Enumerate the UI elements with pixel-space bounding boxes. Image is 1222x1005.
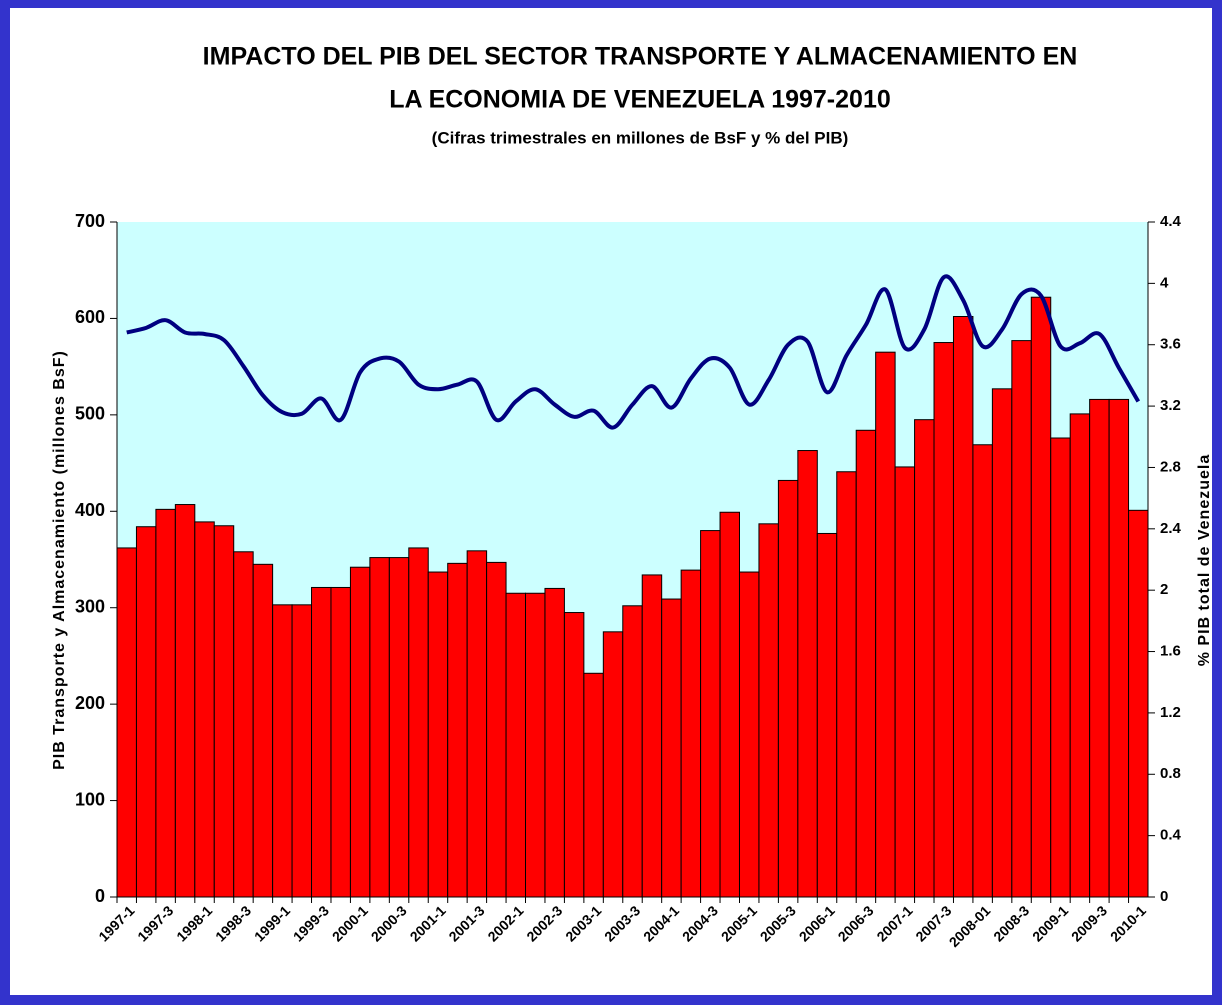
y2-tick-label: 3.2 <box>1160 397 1181 414</box>
bar <box>583 672 604 898</box>
bar <box>486 561 507 898</box>
bar <box>622 605 643 898</box>
bar <box>602 631 624 898</box>
bar <box>700 530 721 898</box>
bar <box>875 351 896 898</box>
y2-tick-label: 0.4 <box>1160 827 1182 844</box>
bar <box>1128 509 1149 898</box>
y2-tick-label: 1.6 <box>1160 643 1181 660</box>
bar <box>349 566 371 898</box>
chart-title: IMPACTO DEL PIB DEL SECTOR TRANSPORTE Y … <box>203 43 1078 71</box>
y-tick-label: 600 <box>75 307 105 327</box>
bar <box>855 429 877 898</box>
bar <box>1108 398 1130 898</box>
y-tick-label: 0 <box>95 886 105 906</box>
bar <box>388 557 410 898</box>
bar <box>233 551 254 898</box>
bar <box>836 471 857 898</box>
bar <box>563 612 585 898</box>
bar <box>1069 413 1091 898</box>
bar <box>933 342 954 898</box>
bar <box>680 569 702 898</box>
line <box>126 274 1141 430</box>
bar <box>135 526 157 898</box>
y2-tick-label: 4.4 <box>1160 213 1182 230</box>
bar <box>369 557 390 898</box>
bar <box>174 504 196 898</box>
y-tick-label: 200 <box>75 693 105 713</box>
y-tick-label: 500 <box>75 404 105 424</box>
bar <box>525 592 546 898</box>
bar <box>544 587 565 898</box>
bar <box>408 547 429 898</box>
bar <box>1089 398 1110 898</box>
bar <box>661 598 682 898</box>
bar <box>816 532 838 898</box>
y2-tick-label: 4 <box>1160 274 1169 291</box>
bar <box>1011 340 1032 898</box>
bar <box>1030 296 1052 898</box>
bar <box>311 586 332 898</box>
bar <box>1050 437 1071 898</box>
y2-tick-label: 2.4 <box>1160 520 1182 537</box>
bar <box>797 450 818 898</box>
bar <box>252 563 274 898</box>
y2-tick-label: 3.6 <box>1160 336 1181 353</box>
bar <box>972 444 993 898</box>
bar <box>894 466 916 898</box>
bar <box>272 604 293 898</box>
chart-title: LA ECONOMIA DE VENEZUELA 1997-2010 <box>389 86 891 114</box>
bar <box>738 571 760 898</box>
chart-subtitle: (Cifras trimestrales en millones de BsF … <box>432 128 849 147</box>
bar <box>427 571 449 898</box>
y-tick-label: 100 <box>75 789 105 809</box>
bar <box>952 316 974 898</box>
bar <box>641 574 663 898</box>
y2-tick-label: 2.8 <box>1160 458 1181 475</box>
bar <box>758 523 779 898</box>
y2-tick-label: 0 <box>1160 888 1168 905</box>
y-axis-label: PIB Transporte y Almacenamiento (millone… <box>51 350 68 770</box>
bar <box>213 525 235 898</box>
bar <box>466 550 488 898</box>
bar <box>447 562 468 898</box>
y-tick-label: 400 <box>75 500 105 520</box>
bar <box>155 508 176 898</box>
bar <box>291 604 313 898</box>
y2-axis-label: % PIB total de Venezuela <box>1196 454 1213 667</box>
bar <box>777 479 799 898</box>
y2-tick-label: 2 <box>1160 581 1168 598</box>
bar <box>505 592 527 898</box>
bar <box>991 388 1013 898</box>
bar <box>116 547 137 898</box>
y2-tick-label: 1.2 <box>1160 704 1181 721</box>
bar <box>330 586 351 898</box>
bar <box>719 511 740 898</box>
y-tick-label: 300 <box>75 596 105 616</box>
bar <box>914 419 935 898</box>
bar <box>194 521 215 898</box>
y-tick-label: 700 <box>75 211 105 231</box>
y2-tick-label: 0.8 <box>1160 765 1181 782</box>
